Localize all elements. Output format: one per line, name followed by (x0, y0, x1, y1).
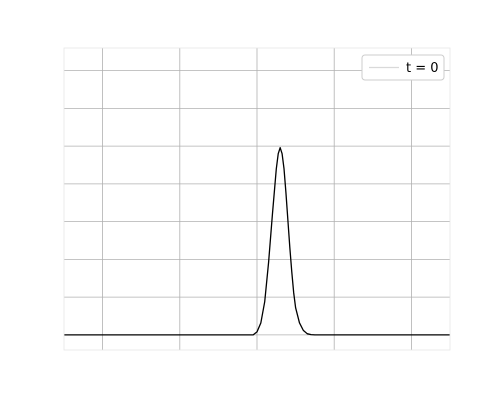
legend-label: t = 0 (406, 61, 439, 76)
series-layer (64, 147, 450, 336)
grid (64, 48, 450, 350)
plot-frame (63, 47, 451, 351)
series-line-0 (64, 147, 450, 336)
legend-box (361, 54, 445, 81)
legend: t = 0 (361, 54, 445, 81)
